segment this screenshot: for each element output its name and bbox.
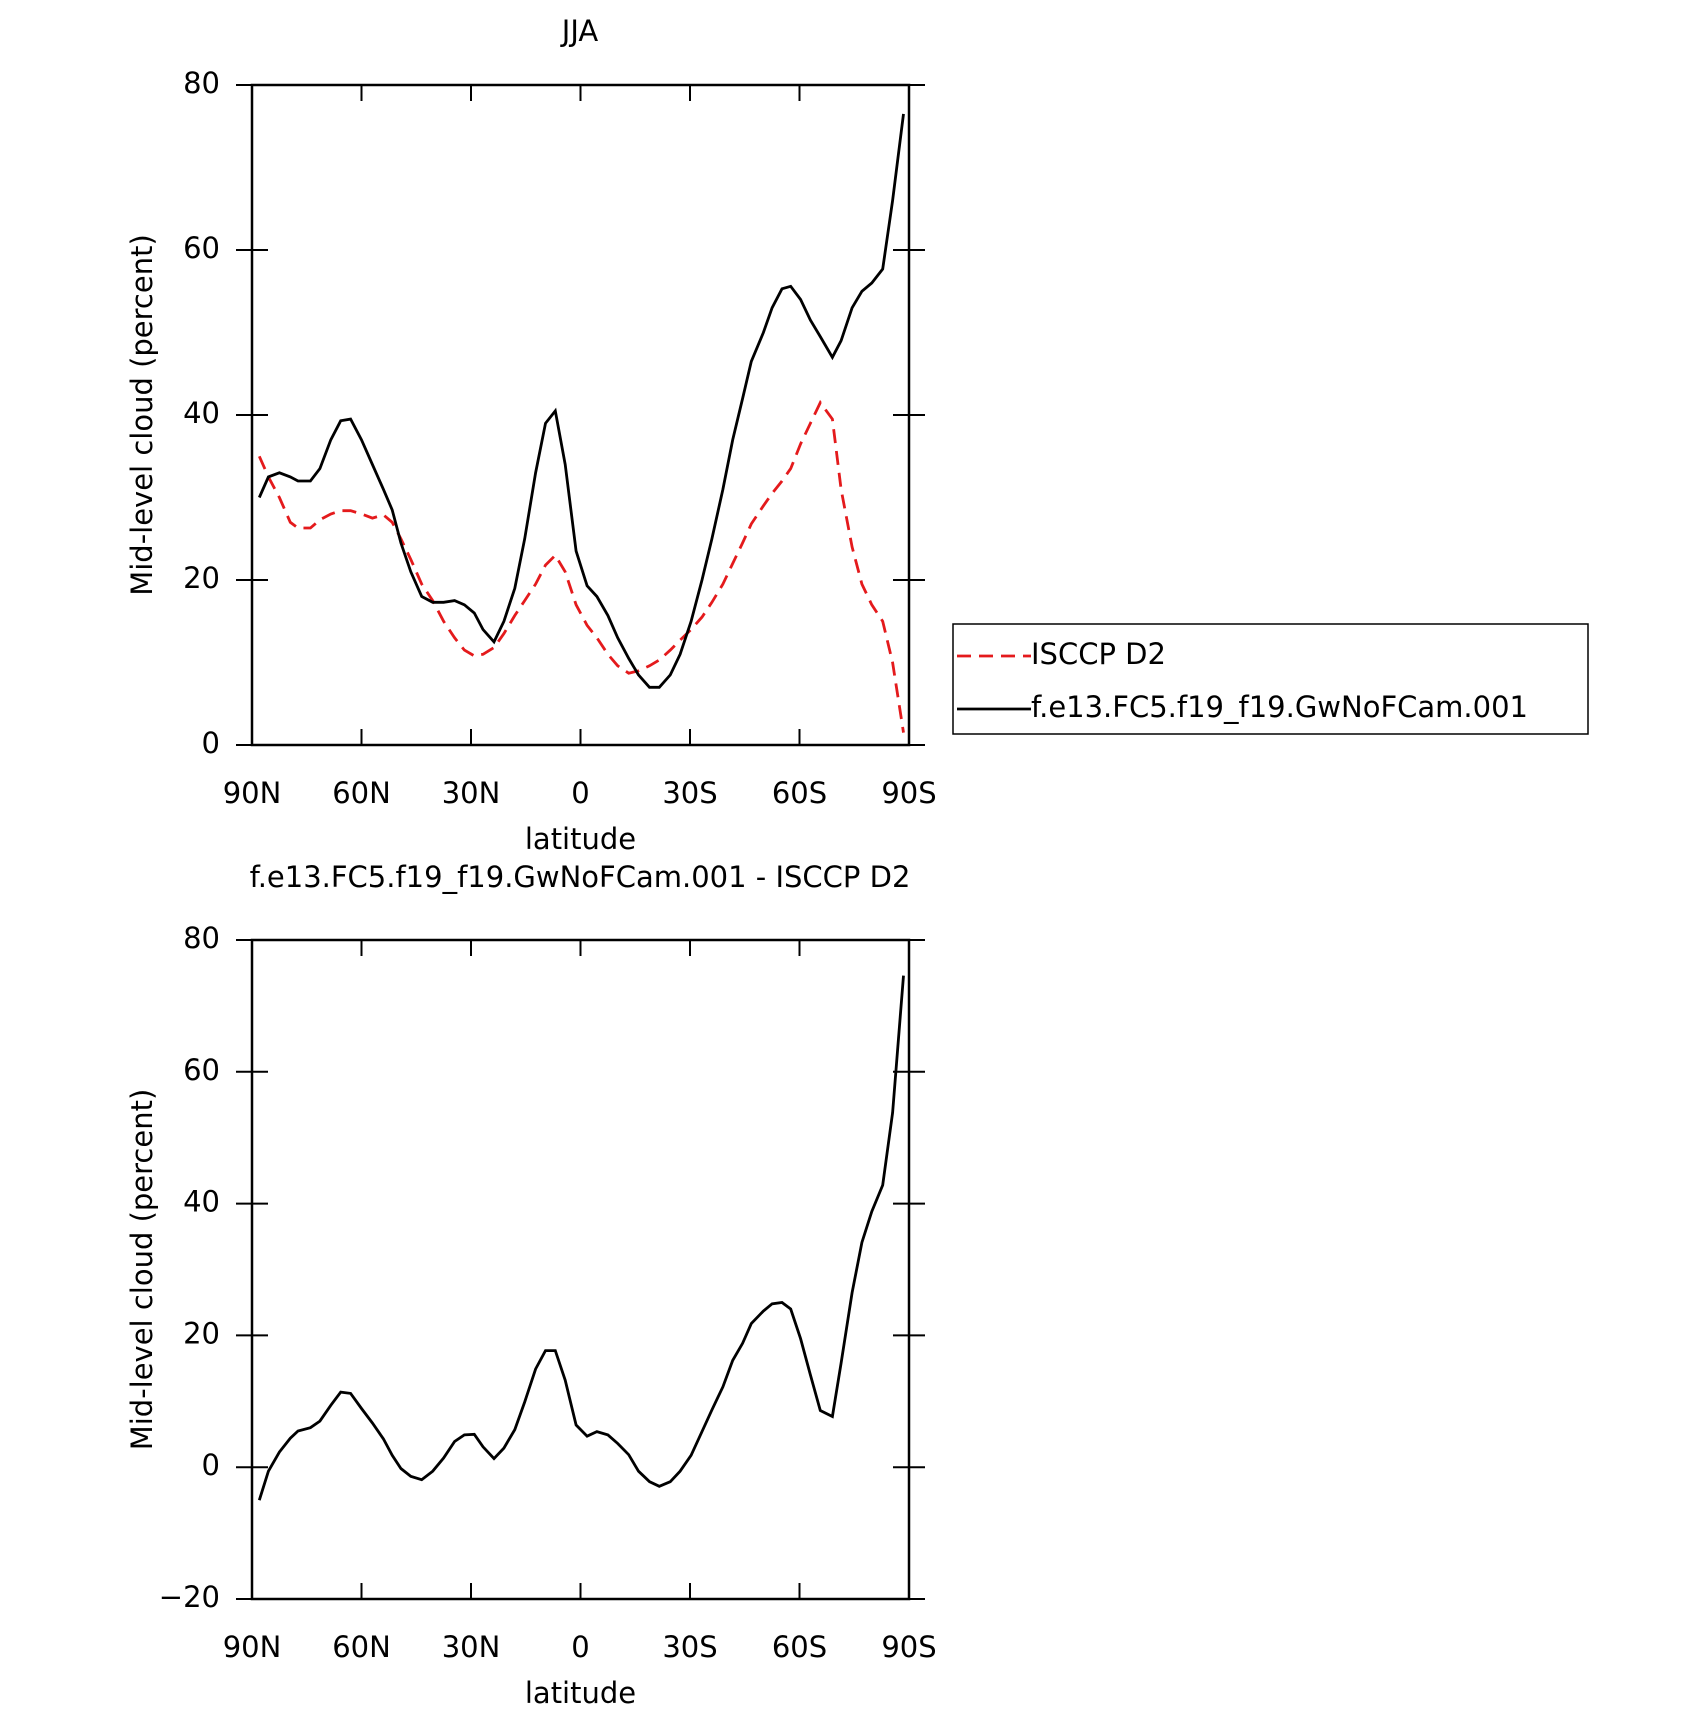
- x-tick-label: 60S: [772, 776, 827, 810]
- x-tick-label: 30S: [662, 1630, 717, 1664]
- y-tick-label: −20: [159, 1580, 220, 1614]
- legend-label: ISCCP D2: [1031, 637, 1166, 671]
- y-tick-label: 80: [183, 66, 220, 100]
- x-tick-label: 30N: [442, 1630, 501, 1664]
- x-tick-label: 90S: [881, 1630, 936, 1664]
- data-line: [258, 113, 905, 689]
- chart-title: JJA: [560, 14, 599, 48]
- x-tick-label: 30S: [662, 776, 717, 810]
- y-tick-label: 60: [183, 231, 220, 265]
- y-tick-label: 60: [183, 1053, 220, 1087]
- x-axis-label: latitude: [525, 1676, 636, 1710]
- legend: ISCCP D2 f.e13.FC5.f19_f19.GwNoFCam.001: [952, 623, 1589, 735]
- y-tick-label: 0: [202, 726, 220, 760]
- legend-label: f.e13.FC5.f19_f19.GwNoFCam.001: [1031, 690, 1528, 724]
- plot-frame: [250, 83, 911, 747]
- chart-title: f.e13.FC5.f19_f19.GwNoFCam.001 - ISCCP D…: [250, 860, 911, 894]
- x-tick-label: 90N: [223, 776, 282, 810]
- y-tick-label: 40: [183, 396, 220, 430]
- legend-box: [952, 623, 1589, 735]
- x-axis-label: latitude: [525, 822, 636, 856]
- y-tick-label: 40: [183, 1185, 220, 1219]
- x-tick-label: 60S: [772, 1630, 827, 1664]
- x-tick-label: 60N: [332, 776, 391, 810]
- y-tick-label: 80: [183, 921, 220, 955]
- y-tick-label: 0: [202, 1448, 220, 1482]
- x-tick-label: 30N: [442, 776, 501, 810]
- x-tick-label: 60N: [332, 1630, 391, 1664]
- data-line: [257, 975, 905, 1501]
- y-axis-label: Mid-level cloud (percent): [125, 1089, 159, 1451]
- y-tick-label: 20: [183, 1316, 220, 1350]
- x-tick-label: 0: [571, 1630, 589, 1664]
- data-line: [258, 399, 905, 733]
- x-tick-label: 90N: [223, 1630, 282, 1664]
- plot-frame: [250, 938, 911, 1601]
- x-tick-label: 90S: [881, 776, 936, 810]
- x-tick-label: 0: [571, 776, 589, 810]
- y-axis-label: Mid-level cloud (percent): [125, 234, 159, 596]
- y-tick-label: 20: [183, 561, 220, 595]
